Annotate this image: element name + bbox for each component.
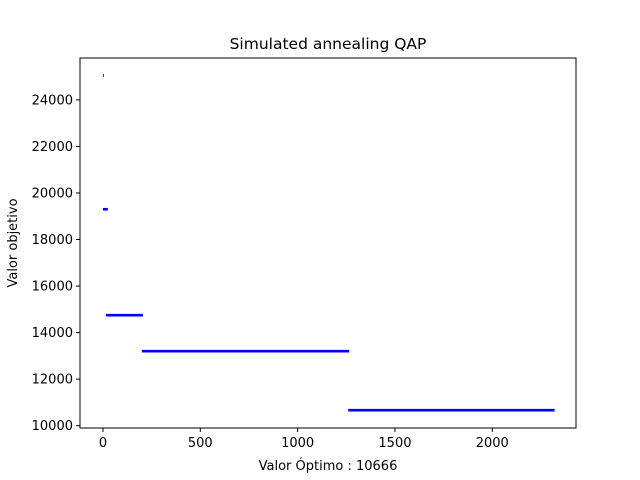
chart-title: Simulated annealing QAP [230, 35, 427, 53]
y-tick-label-7: 24000 [32, 93, 73, 108]
x-tick-label-0: 0 [99, 436, 107, 451]
y-tick-label-2: 14000 [32, 326, 73, 341]
y-tick-label-5: 20000 [32, 186, 73, 201]
x-tick-label-2: 1000 [281, 436, 314, 451]
y-tick-label-4: 18000 [32, 233, 73, 248]
y-tick-label-6: 22000 [32, 140, 73, 155]
axes-frame [79, 57, 577, 429]
y-tick-label-3: 16000 [32, 280, 73, 295]
x-tick-label-3: 1500 [378, 436, 411, 451]
y-tick-label-1: 12000 [32, 373, 73, 388]
x-tick-label-1: 500 [188, 436, 213, 451]
x-tick-label-4: 2000 [476, 436, 509, 451]
plot-area [102, 74, 555, 412]
y-axis-label: Valor objetivo [6, 198, 21, 287]
y-tick-label-0: 10000 [32, 419, 73, 434]
x-axis-label: Valor Óptimo : 10666 [259, 458, 398, 474]
x-axis-ticks: 0 500 1000 1500 2000 [99, 428, 509, 451]
y-axis-ticks: 10000 12000 14000 16000 18000 20000 22000 24000 [32, 93, 80, 434]
